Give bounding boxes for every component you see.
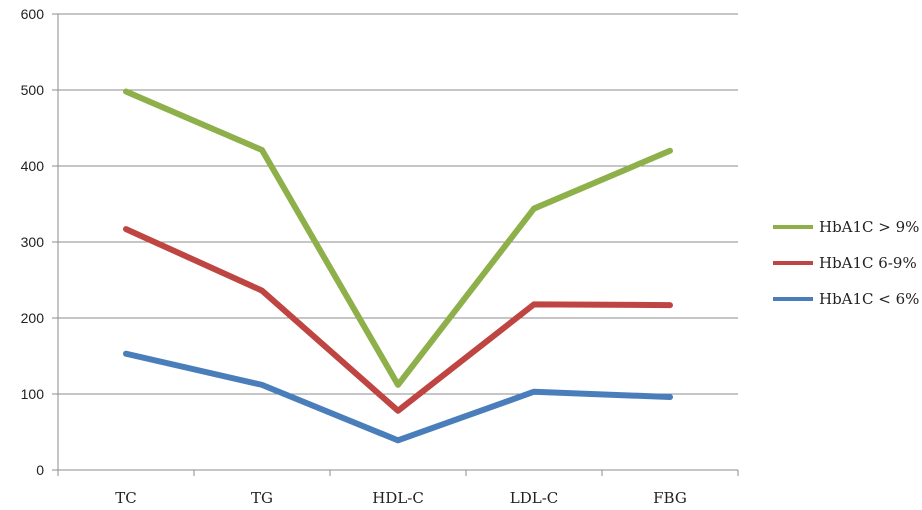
series-line-0 — [123, 88, 673, 388]
x-tick-label: FBG — [653, 489, 687, 507]
legend-label: HbA1C 6-9% — [819, 254, 917, 272]
data-point — [261, 290, 263, 292]
y-tick-label: 600 — [21, 6, 45, 22]
series-line-2 — [123, 350, 673, 444]
y-tick-label: 300 — [21, 234, 45, 250]
data-point — [669, 396, 671, 398]
legend: HbA1C > 9% HbA1C 6-9% HbA1C < 6% — [773, 218, 919, 308]
x-tick-label: TG — [251, 489, 273, 507]
data-point — [261, 384, 263, 386]
x-tick-label: HDL-C — [372, 489, 424, 507]
gridlines — [58, 13, 738, 395]
data-point — [533, 391, 535, 393]
data-point — [669, 150, 671, 152]
data-point — [125, 353, 127, 355]
data-point — [533, 303, 535, 305]
x-tick-label: LDL-C — [510, 489, 559, 507]
data-point — [533, 208, 535, 210]
y-tick-label: 200 — [21, 310, 45, 326]
y-tick-label: 0 — [36, 462, 44, 478]
legend-label: HbA1C > 9% — [819, 218, 919, 236]
data-point — [125, 91, 127, 93]
axes: 0 100 200 300 400 500 600 TC TG HDL-C LDL-C FBG — [21, 6, 739, 507]
data-point — [669, 304, 671, 306]
data-point — [261, 149, 263, 151]
series-lines — [123, 88, 673, 444]
y-tick-label: 400 — [21, 158, 45, 174]
y-tick-label: 500 — [21, 82, 45, 98]
x-tick-label: TC — [115, 489, 136, 507]
data-point — [397, 410, 399, 412]
legend-label: HbA1C < 6% — [819, 290, 919, 308]
data-point — [397, 439, 399, 441]
y-tick-label: 100 — [21, 386, 45, 402]
data-point — [397, 384, 399, 386]
data-point — [125, 228, 127, 230]
